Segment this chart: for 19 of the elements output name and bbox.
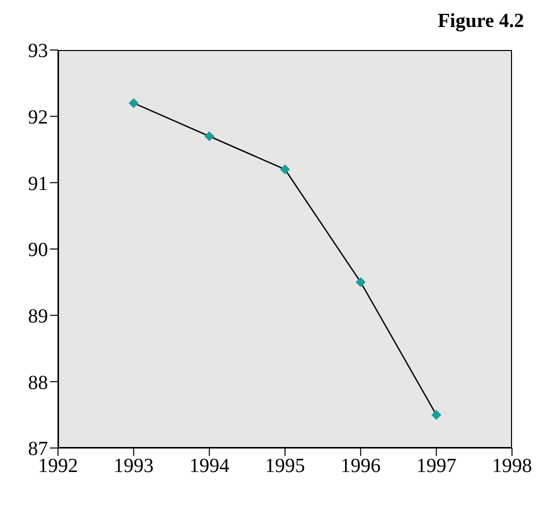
y-tick-label: 89 xyxy=(28,305,48,328)
y-tick-label: 92 xyxy=(28,106,48,128)
chart-title: Figure 4.2 xyxy=(438,10,524,33)
x-tick-label: 1996 xyxy=(340,455,381,478)
y-tick-label: 88 xyxy=(28,372,48,394)
point xyxy=(356,277,366,288)
x-tick-label: 1997 xyxy=(416,455,456,478)
x-tick-label: 1995 xyxy=(265,455,305,478)
y-tick-label: 91 xyxy=(28,172,48,195)
x-tick-label: 1998 xyxy=(492,455,532,478)
y-tick-label: 93 xyxy=(28,40,48,62)
point xyxy=(431,410,442,420)
point xyxy=(128,98,139,108)
point xyxy=(280,164,290,174)
x-tick-label: 1993 xyxy=(114,455,154,478)
y-tick-label: 90 xyxy=(28,239,48,262)
x-tick-label: 1992 xyxy=(38,455,78,478)
point xyxy=(204,131,214,142)
x-tick-label: 1994 xyxy=(189,455,230,478)
